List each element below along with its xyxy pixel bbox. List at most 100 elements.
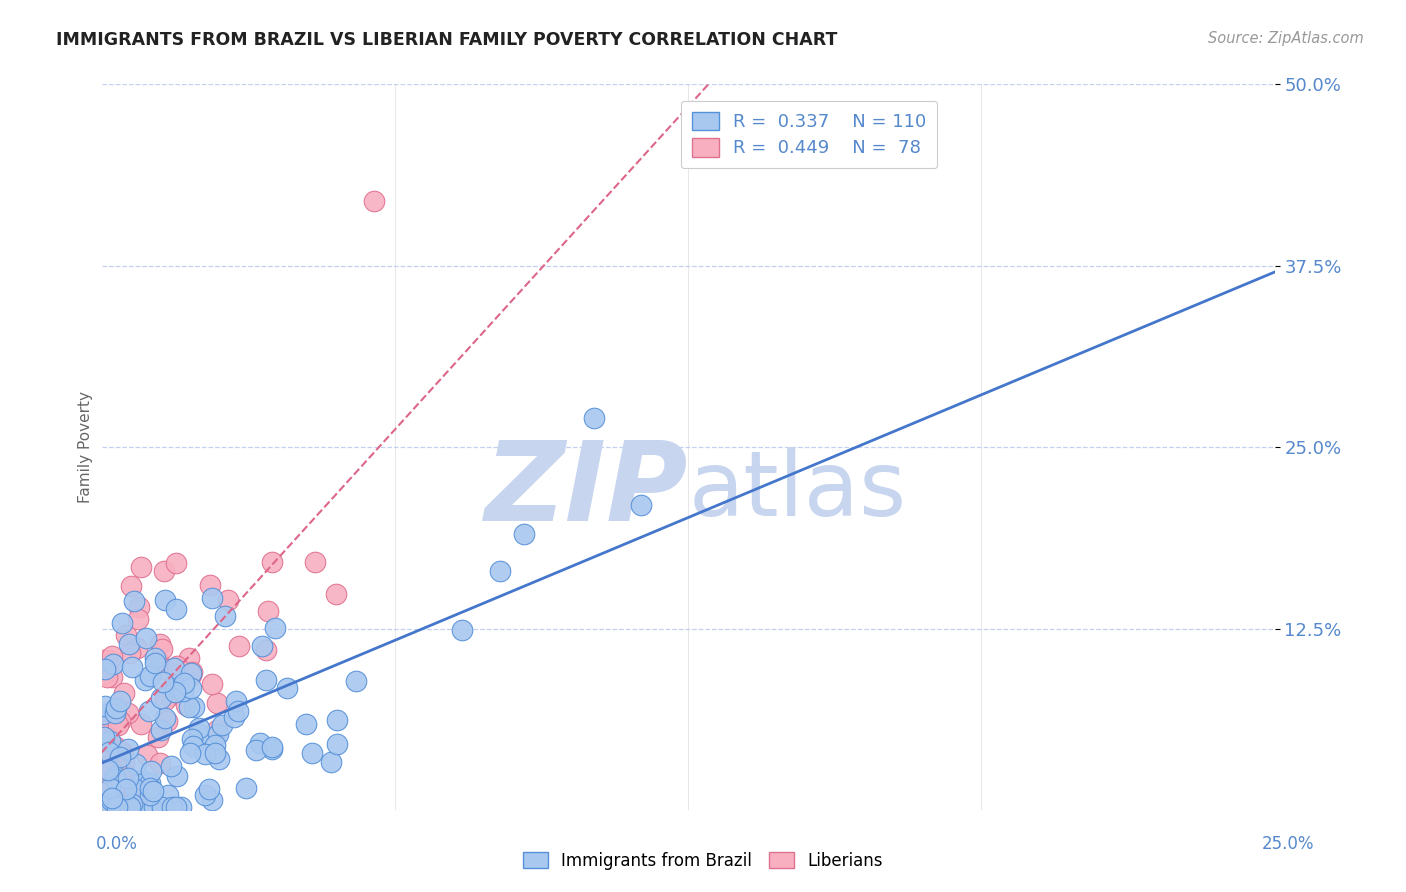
- Point: [224, 710, 246, 724]
- Point: [156, 714, 179, 728]
- Point: [104, 769, 127, 783]
- Point: [301, 746, 323, 760]
- Point: [260, 740, 283, 755]
- Point: [207, 727, 229, 741]
- Point: [177, 700, 200, 714]
- Point: [197, 781, 219, 796]
- Y-axis label: Family Poverty: Family Poverty: [79, 392, 93, 503]
- Point: [139, 764, 162, 778]
- Point: [260, 555, 283, 569]
- Point: [129, 560, 152, 574]
- Point: [489, 564, 512, 578]
- Point: [115, 800, 138, 814]
- Point: [180, 668, 202, 682]
- Point: [139, 781, 162, 796]
- Point: [138, 704, 160, 718]
- Point: [91, 800, 114, 814]
- Point: [256, 604, 278, 618]
- Point: [111, 616, 134, 631]
- Point: [146, 730, 169, 744]
- Point: [143, 800, 166, 814]
- Point: [121, 660, 143, 674]
- Point: [120, 800, 142, 814]
- Point: [254, 673, 277, 688]
- Point: [187, 726, 209, 740]
- Point: [363, 194, 385, 208]
- Point: [325, 587, 347, 601]
- Point: [91, 721, 114, 735]
- Point: [94, 698, 117, 713]
- Text: 0.0%: 0.0%: [96, 835, 138, 853]
- Point: [93, 800, 115, 814]
- Point: [117, 741, 139, 756]
- Point: [100, 670, 122, 684]
- Point: [122, 594, 145, 608]
- Point: [153, 693, 176, 707]
- Point: [165, 681, 187, 695]
- Point: [304, 555, 326, 569]
- Point: [207, 752, 229, 766]
- Point: [91, 706, 114, 721]
- Point: [194, 788, 217, 802]
- Point: [108, 694, 131, 708]
- Point: [200, 676, 222, 690]
- Point: [120, 646, 142, 660]
- Point: [93, 786, 115, 800]
- Point: [194, 747, 217, 762]
- Point: [254, 643, 277, 657]
- Point: [117, 706, 139, 721]
- Point: [110, 748, 132, 763]
- Point: [228, 639, 250, 653]
- Point: [156, 788, 179, 802]
- Point: [217, 592, 239, 607]
- Point: [96, 770, 118, 784]
- Point: [204, 739, 226, 753]
- Point: [110, 800, 132, 814]
- Point: [155, 592, 177, 607]
- Point: [214, 609, 236, 624]
- Point: [124, 782, 146, 797]
- Point: [165, 601, 187, 615]
- Point: [173, 676, 195, 690]
- Point: [110, 800, 132, 814]
- Point: [110, 745, 132, 759]
- Text: ZIP: ZIP: [485, 437, 688, 544]
- Point: [98, 780, 121, 795]
- Point: [205, 696, 228, 710]
- Point: [114, 628, 136, 642]
- Point: [131, 772, 153, 787]
- Point: [181, 665, 204, 679]
- Point: [127, 611, 149, 625]
- Point: [129, 717, 152, 731]
- Point: [245, 743, 267, 757]
- Point: [181, 739, 204, 753]
- Point: [97, 790, 120, 805]
- Point: [121, 797, 143, 811]
- Point: [260, 741, 283, 756]
- Point: [153, 564, 176, 578]
- Point: [276, 681, 298, 695]
- Point: [138, 788, 160, 802]
- Point: [163, 661, 186, 675]
- Point: [630, 499, 652, 513]
- Point: [198, 578, 221, 592]
- Point: [125, 757, 148, 772]
- Point: [112, 686, 135, 700]
- Point: [160, 759, 183, 773]
- Point: [108, 744, 131, 758]
- Point: [149, 637, 172, 651]
- Point: [94, 723, 117, 738]
- Point: [93, 731, 115, 745]
- Point: [166, 769, 188, 783]
- Point: [179, 746, 201, 760]
- Point: [149, 690, 172, 705]
- Point: [295, 717, 318, 731]
- Point: [264, 622, 287, 636]
- Point: [138, 800, 160, 814]
- Point: [127, 640, 149, 655]
- Text: IMMIGRANTS FROM BRAZIL VS LIBERIAN FAMILY POVERTY CORRELATION CHART: IMMIGRANTS FROM BRAZIL VS LIBERIAN FAMIL…: [56, 31, 838, 49]
- Point: [150, 641, 173, 656]
- Point: [139, 668, 162, 682]
- Point: [201, 591, 224, 606]
- Point: [101, 648, 124, 663]
